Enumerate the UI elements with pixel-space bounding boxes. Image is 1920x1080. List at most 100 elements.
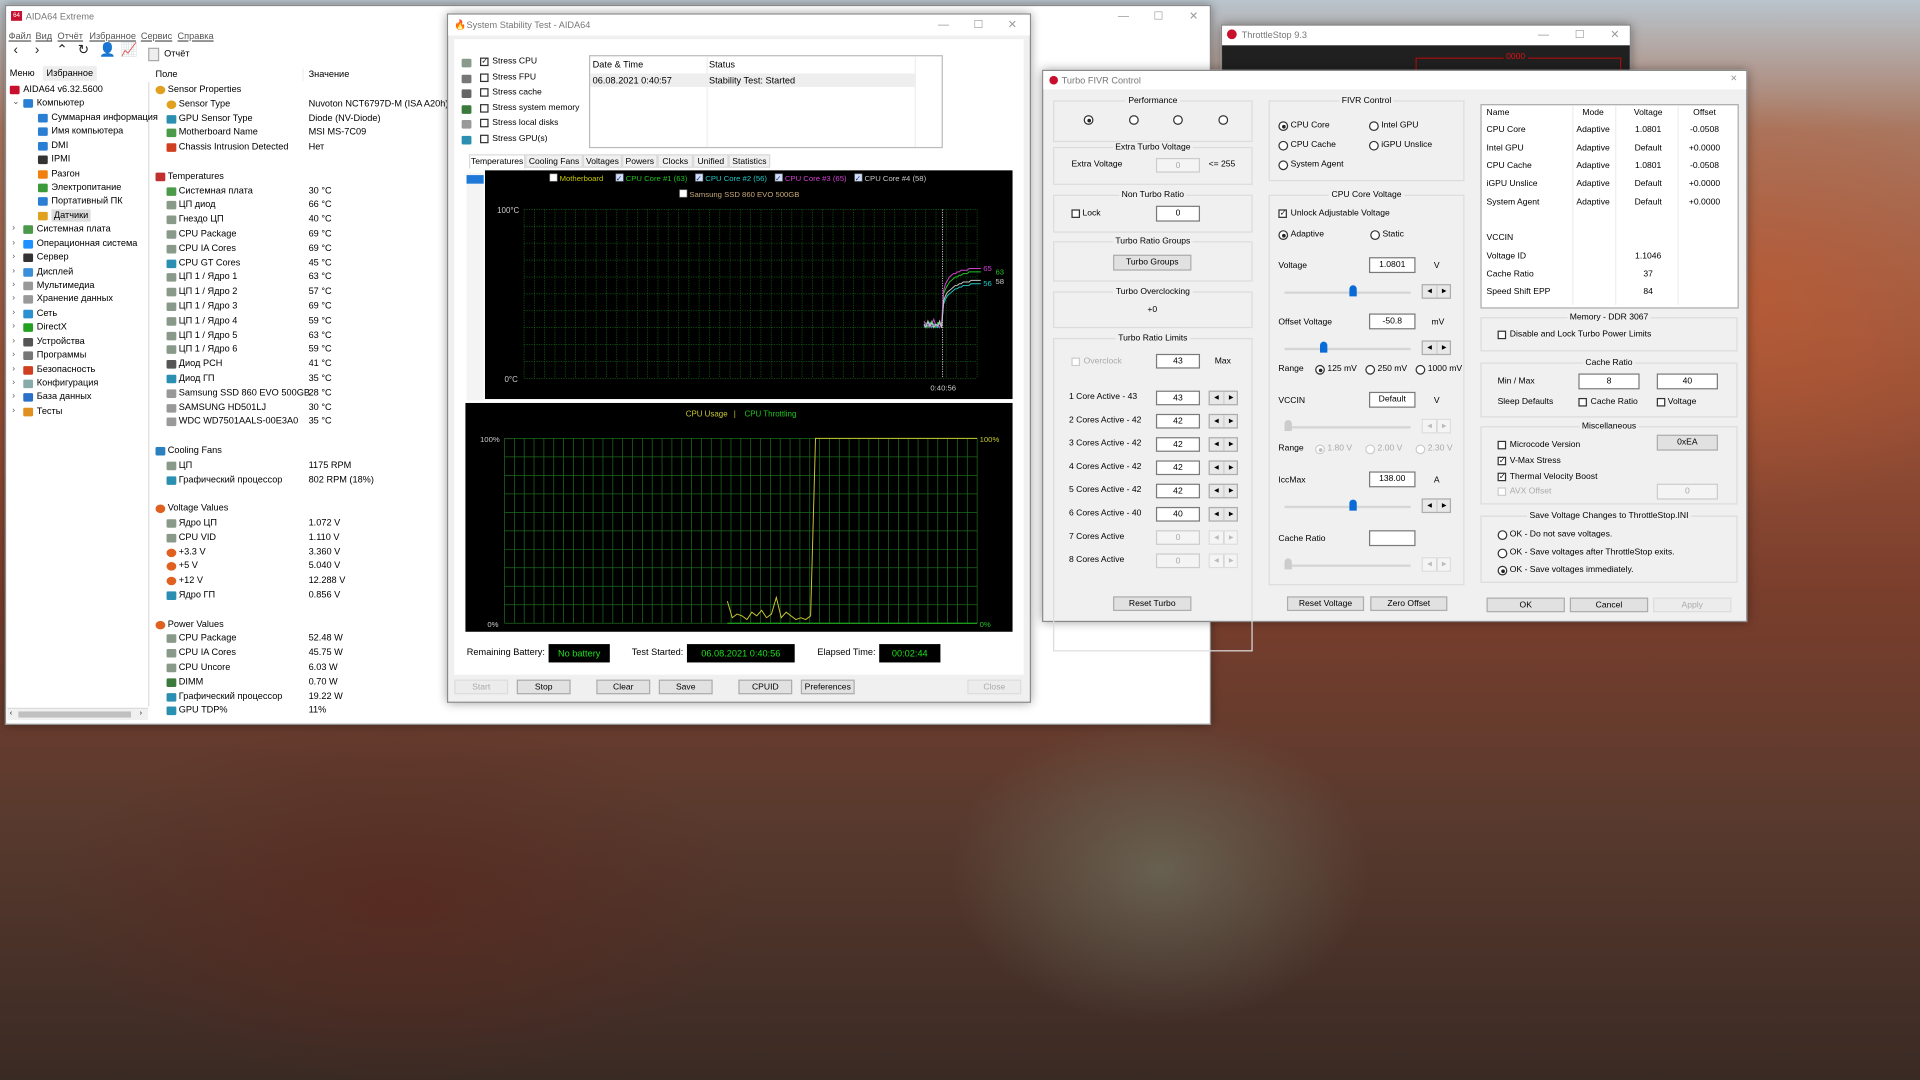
- table-row[interactable]: +5 V 5.040 V: [153, 560, 1206, 572]
- range-radio[interactable]: [1315, 364, 1325, 375]
- tree-item[interactable]: › Безопасность: [6, 363, 146, 375]
- tree-item[interactable]: › Системная плата: [6, 223, 146, 235]
- table-row[interactable]: SAMSUNG HD501LJ 30 °C: [153, 401, 1206, 413]
- cache-ratio-slider-stepper[interactable]: ◀ ▶: [1421, 557, 1452, 572]
- tree-item[interactable]: Суммарная информация: [6, 111, 158, 123]
- increase-icon[interactable]: ▶: [1228, 557, 1234, 565]
- table-row[interactable]: CPU IA Cores 69 °C: [153, 242, 1206, 254]
- overclock-checkbox[interactable]: [1071, 357, 1081, 367]
- menu-item-1[interactable]: Вид: [35, 30, 53, 42]
- log-header-status[interactable]: Status: [708, 58, 736, 70]
- chevron-right-icon[interactable]: ›: [12, 336, 16, 345]
- ratio-limit-stepper[interactable]: ◀ ▶: [1208, 437, 1238, 452]
- fivr-radio-cpu-core[interactable]: [1278, 121, 1289, 132]
- ratio-limit-input[interactable]: 0: [1155, 530, 1201, 545]
- table-header[interactable]: Name: [1486, 108, 1510, 118]
- forward-icon[interactable]: ›: [34, 42, 40, 58]
- ratio-limit-stepper[interactable]: ◀ ▶: [1208, 483, 1238, 499]
- table-row[interactable]: CPU GT Cores 45 °C: [153, 257, 1206, 269]
- tree-item[interactable]: › Операционная система: [6, 237, 146, 249]
- cache-ratio-slider-thumb[interactable]: [1284, 558, 1292, 570]
- fivr-radio-cpu-cache[interactable]: [1278, 140, 1289, 151]
- performance-radio-1[interactable]: [1083, 115, 1094, 125]
- decrease-icon[interactable]: ◀: [1423, 420, 1438, 433]
- stop-button[interactable]: Stop: [516, 679, 571, 695]
- section-header[interactable]: Power Values: [153, 618, 1206, 630]
- increase-icon[interactable]: ▶: [1228, 417, 1234, 425]
- increase-icon[interactable]: ▶: [1441, 422, 1447, 430]
- maximize-button[interactable]: ☐: [1574, 28, 1585, 41]
- decrease-icon[interactable]: ◀: [1210, 415, 1225, 428]
- vccin-input[interactable]: Default: [1368, 391, 1416, 408]
- vccin-slider-thumb[interactable]: [1284, 420, 1292, 432]
- chart-slider[interactable]: [466, 172, 484, 401]
- extra-voltage-input[interactable]: 0: [1155, 157, 1201, 173]
- chevron-right-icon[interactable]: ›: [12, 392, 16, 401]
- table-row[interactable]: Системная плата 30 °C: [153, 184, 1206, 196]
- tree-item[interactable]: IPMI: [6, 153, 146, 165]
- throttlestop-window[interactable]: ThrottleStop 9.3 — ☐ ✕ 0000: [1220, 24, 1632, 76]
- increase-icon[interactable]: ▶: [1441, 344, 1447, 352]
- iccmax-input[interactable]: 138.00: [1368, 471, 1416, 488]
- ratio-limit-stepper[interactable]: ◀ ▶: [1208, 413, 1238, 429]
- chevron-right-icon[interactable]: ›: [12, 350, 16, 359]
- ratio-limit-input[interactable]: 42: [1155, 460, 1201, 476]
- offset-slider-track[interactable]: [1284, 347, 1411, 351]
- close-button[interactable]: ✕: [1610, 28, 1620, 41]
- increase-icon[interactable]: ▶: [1228, 533, 1234, 542]
- maximize-button[interactable]: ☐: [1153, 9, 1164, 23]
- stress-checkbox[interactable]: [480, 134, 489, 144]
- voltage-slider-thumb[interactable]: [1349, 285, 1358, 297]
- table-row[interactable]: Chassis Intrusion Detected Нет: [153, 141, 1206, 153]
- close-button[interactable]: Close: [967, 679, 1022, 695]
- chevron-down-icon[interactable]: ⌄: [12, 98, 20, 108]
- tree-item[interactable]: DMI: [6, 139, 146, 151]
- vccin-range-radio[interactable]: [1365, 444, 1376, 455]
- tab-cooling-fans[interactable]: Cooling Fans: [525, 154, 583, 168]
- iccmax-slider-track[interactable]: [1284, 505, 1411, 509]
- ratio-limit-input[interactable]: 42: [1155, 413, 1201, 429]
- voltage-slider-stepper[interactable]: ◀ ▶: [1421, 284, 1452, 299]
- microcode-checkbox[interactable]: [1497, 440, 1507, 450]
- chevron-right-icon[interactable]: ›: [12, 294, 16, 303]
- chevron-right-icon[interactable]: ›: [12, 252, 16, 262]
- decrease-icon[interactable]: ◀: [1210, 484, 1225, 498]
- scroll-left-icon[interactable]: ‹: [9, 710, 13, 718]
- menu-item-4[interactable]: Сервис: [140, 30, 173, 42]
- decrease-icon[interactable]: ◀: [1210, 438, 1225, 451]
- static-radio[interactable]: [1370, 230, 1381, 241]
- log-header-datetime[interactable]: Date & Time: [592, 58, 644, 70]
- close-button[interactable]: ✕: [1188, 9, 1199, 23]
- decrease-icon[interactable]: ◀: [1210, 461, 1225, 474]
- table-row[interactable]: Графический процессор 19.22 W: [153, 690, 1206, 702]
- scroll-thumb[interactable]: [18, 711, 132, 718]
- minimize-button[interactable]: —: [937, 18, 949, 31]
- performance-radio-4[interactable]: [1218, 115, 1229, 125]
- table-row[interactable]: ЦП 1 / Ядро 2 57 °C: [153, 286, 1206, 298]
- avx-offset-input[interactable]: 0: [1656, 483, 1718, 500]
- tree-item[interactable]: Портативный ПК: [6, 195, 146, 207]
- table-row[interactable]: Диод ГП 35 °C: [153, 372, 1206, 384]
- reset-voltage-button[interactable]: Reset Voltage: [1286, 596, 1365, 612]
- cache-ratio-min-input[interactable]: 8: [1578, 373, 1640, 390]
- save-option-radio[interactable]: [1497, 547, 1508, 558]
- tree-item[interactable]: › База данных: [6, 391, 146, 403]
- lock-checkbox[interactable]: [1071, 209, 1081, 218]
- decrease-icon[interactable]: ◀: [1423, 499, 1438, 512]
- tab-temperatures[interactable]: Temperatures: [468, 154, 526, 169]
- table-header[interactable]: Mode: [1582, 108, 1604, 118]
- tree-item[interactable]: ⌄ Компьютер: [6, 97, 146, 109]
- turbo-fivr-control-window[interactable]: Turbo FIVR Control ✕ Performance Extra T…: [1042, 69, 1748, 652]
- chevron-right-icon[interactable]: ›: [12, 378, 16, 387]
- table-row[interactable]: Samsung SSD 860 EVO 500GB 28 °C: [153, 387, 1206, 399]
- tree-item[interactable]: AIDA64 v6.32.5600: [6, 83, 146, 95]
- table-row[interactable]: WDC WD7501AALS-00E3A0 35 °C: [153, 416, 1206, 428]
- chevron-right-icon[interactable]: ›: [12, 406, 16, 415]
- chevron-right-icon[interactable]: ›: [12, 224, 16, 234]
- tree-item[interactable]: › Дисплей: [6, 265, 146, 277]
- tab-statistics[interactable]: Statistics: [728, 154, 771, 168]
- clear-button[interactable]: Clear: [596, 679, 651, 695]
- decrease-icon[interactable]: ◀: [1210, 554, 1225, 567]
- ratio-limit-input[interactable]: 0: [1155, 553, 1201, 569]
- ratio-limit-stepper[interactable]: ◀ ▶: [1208, 390, 1238, 406]
